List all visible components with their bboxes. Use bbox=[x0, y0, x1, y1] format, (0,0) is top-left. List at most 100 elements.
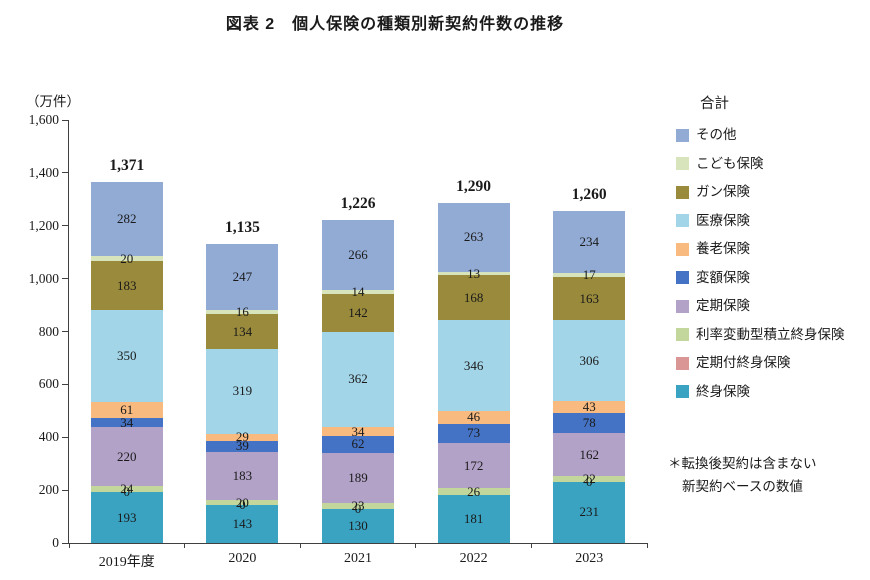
bar-segment bbox=[437, 272, 510, 276]
legend-item: 利率変動型積立終身保険 bbox=[676, 326, 866, 342]
segment-label: 306 bbox=[579, 352, 599, 368]
legend-label: 終身保険 bbox=[696, 383, 750, 399]
bar-segment bbox=[206, 313, 279, 350]
legend-item: 終身保険 bbox=[676, 383, 866, 399]
legend-label: 利率変動型積立終身保険 bbox=[696, 326, 845, 342]
bar-segment bbox=[437, 442, 510, 489]
segment-label: 0 bbox=[239, 497, 246, 513]
segment-label: 181 bbox=[463, 511, 484, 527]
legend-swatch bbox=[676, 185, 689, 199]
segment-label: 172 bbox=[463, 457, 484, 473]
segment-label: 78 bbox=[582, 414, 596, 430]
plot-area: 1,600 1,400 1,200 1,000 800 600 400 200 0 2019年度 2… bbox=[29, 112, 648, 570]
bar-segment bbox=[437, 495, 510, 543]
legend-item: 医療保険 bbox=[676, 213, 866, 228]
segment-label: 61 bbox=[120, 402, 134, 418]
y-tick-label: 1,000 bbox=[28, 270, 59, 286]
footnote-line-1: ＊転換後契約は含まない bbox=[668, 456, 817, 471]
bar-segment bbox=[553, 210, 626, 273]
bar-column: 143 0 20 183 39 29 319 134 16 247 1,135 bbox=[206, 120, 279, 543]
segment-label: 168 bbox=[463, 289, 484, 305]
segment-label: 183 bbox=[117, 277, 137, 293]
bar-segment bbox=[553, 476, 626, 482]
y-axis-tick bbox=[62, 225, 69, 227]
y-axis-tick bbox=[62, 278, 69, 280]
segment-label: 0 bbox=[123, 483, 131, 499]
bar-column: 193 0 24 220 34 61 350 183 20 282 1,371 bbox=[90, 120, 163, 543]
bar-segment bbox=[206, 505, 279, 543]
legend-swatch bbox=[676, 356, 689, 370]
bar-segment bbox=[322, 508, 394, 543]
segment-label: 189 bbox=[348, 469, 368, 485]
legend-header: 合計 bbox=[700, 96, 729, 112]
segment-label: 247 bbox=[232, 268, 253, 284]
segment-label: 263 bbox=[463, 229, 484, 245]
x-axis-tick bbox=[68, 543, 70, 548]
legend-swatch bbox=[676, 385, 689, 398]
bar-segment bbox=[437, 488, 510, 496]
segment-label: 346 bbox=[463, 357, 484, 373]
legend-swatch bbox=[676, 157, 689, 170]
x-tick-label: 2019年度 bbox=[98, 555, 155, 570]
bar-segment bbox=[322, 290, 394, 294]
bar-segment bbox=[206, 451, 279, 500]
y-axis-tick bbox=[62, 172, 69, 174]
bar-column: 130 0 23 189 62 34 362 142 14 266 1,226 bbox=[322, 120, 394, 543]
segment-label: 266 bbox=[348, 247, 368, 263]
legend-label: 養老保険 bbox=[696, 241, 750, 256]
y-axis-tick bbox=[62, 542, 69, 544]
segment-label: 29 bbox=[235, 429, 249, 445]
y-axis-tick bbox=[62, 119, 69, 121]
segment-label: 162 bbox=[579, 446, 599, 462]
bar-segment bbox=[322, 293, 394, 332]
y-tick-label: 200 bbox=[38, 482, 59, 498]
y-tick-label: 600 bbox=[38, 376, 59, 392]
segment-label: 22 bbox=[582, 471, 596, 487]
bar-segment bbox=[206, 499, 279, 506]
total-label: 1,260 bbox=[571, 185, 607, 203]
bar-segment bbox=[90, 491, 163, 543]
legend-item: こども保険 bbox=[676, 155, 866, 171]
segment-label: 134 bbox=[232, 323, 253, 339]
bar-segment bbox=[206, 433, 279, 442]
x-tick-label: 2023 bbox=[575, 551, 604, 566]
segment-label: 130 bbox=[348, 517, 368, 533]
segment-label: 13 bbox=[467, 265, 481, 281]
segment-label: 39 bbox=[235, 438, 249, 454]
bar-segment bbox=[90, 261, 163, 310]
y-tick-label: 1,400 bbox=[28, 164, 59, 180]
legend-item: 変額保険 bbox=[676, 269, 866, 285]
segment-label: 34 bbox=[120, 414, 134, 430]
total-label: 1,226 bbox=[340, 194, 376, 212]
segment-label: 143 bbox=[232, 516, 253, 532]
bar-segment bbox=[90, 402, 163, 419]
legend-label: 変額保険 bbox=[696, 269, 750, 285]
segment-label: 163 bbox=[579, 290, 599, 306]
bar-segment bbox=[553, 401, 626, 413]
bar-segment bbox=[437, 275, 510, 320]
y-axis-tick bbox=[62, 383, 69, 385]
segment-label: 73 bbox=[467, 425, 481, 441]
x-tick-label: 2021 bbox=[343, 551, 372, 566]
segment-label: 62 bbox=[351, 436, 365, 452]
x-tick-label: 2020 bbox=[228, 551, 257, 566]
legend-swatch bbox=[676, 328, 689, 341]
segment-label: 34 bbox=[351, 423, 365, 439]
segment-label: 26 bbox=[467, 483, 481, 499]
legend-label: 定期付終身保険 bbox=[696, 355, 791, 370]
legend-label: 定期保険 bbox=[696, 298, 750, 313]
legend-label: こども保険 bbox=[696, 155, 764, 171]
segment-label: 20 bbox=[120, 250, 134, 266]
bar-segment bbox=[90, 418, 163, 428]
segment-label: 20 bbox=[235, 494, 249, 510]
segment-label: 234 bbox=[579, 233, 599, 249]
total-label: 1,290 bbox=[456, 177, 492, 195]
footnote: ＊転換後契約は含まない 新契約ベースの数値 bbox=[668, 452, 817, 498]
bar-segment bbox=[437, 411, 510, 424]
bar-column: 181 26 172 73 46 346 168 13 263 1,290 bbox=[437, 120, 510, 543]
bar-segment bbox=[206, 349, 279, 434]
segment-label: 319 bbox=[232, 383, 253, 399]
y-axis-unit-label: （万件） bbox=[26, 94, 80, 109]
legend-swatch bbox=[676, 299, 689, 313]
